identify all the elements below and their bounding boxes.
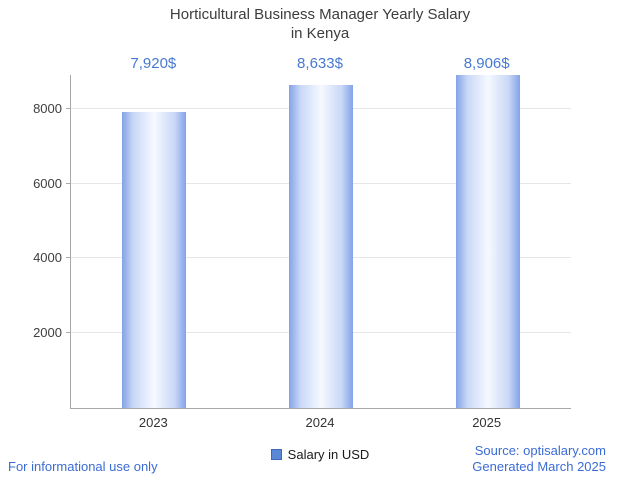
- y-axis-tickmark: [66, 257, 71, 259]
- legend-label: Salary in USD: [287, 447, 370, 462]
- bar-value-label: 8,633$: [297, 55, 343, 72]
- x-axis-label: 2025: [472, 415, 502, 430]
- x-axis-label: 2024: [305, 415, 335, 430]
- bar-2025: [455, 75, 520, 408]
- y-axis-label: 4000: [33, 250, 62, 266]
- chart-title: Horticultural Business Manager Yearly Sa…: [0, 6, 640, 44]
- legend: Salary in USD: [0, 447, 640, 462]
- x-axis-labels: 2023 2024 2025: [70, 415, 570, 433]
- source-block: Source: optisalary.com Generated March 2…: [472, 443, 606, 476]
- y-axis-tickmark: [66, 332, 71, 334]
- source-link[interactable]: Source: optisalary.com: [474, 443, 606, 458]
- chart-title-line2: in Kenya: [290, 24, 350, 42]
- bar-2024: [289, 85, 353, 408]
- y-axis-tickmark: [66, 182, 71, 184]
- legend-marker-square: [270, 449, 282, 460]
- plot-area: [66, 75, 571, 409]
- generated-date: Generated March 2025: [472, 459, 606, 475]
- bar-value-label: 8,906$: [463, 55, 510, 72]
- x-axis-label: 2023: [138, 415, 168, 430]
- y-axis-label: 6000: [33, 175, 62, 191]
- y-axis-tickmark: [66, 107, 71, 109]
- y-axis-label: 2000: [33, 325, 62, 341]
- bar-2023: [122, 111, 187, 408]
- bar-value-label: 7,920$: [130, 55, 177, 72]
- disclaimer-text: For informational use only: [8, 459, 158, 474]
- chart-title-line1: Horticultural Business Manager Yearly Sa…: [169, 6, 471, 23]
- y-axis-label: 8000: [33, 100, 62, 116]
- bar-value-labels-row: 7,920$ 8,633$ 8,906$: [70, 55, 570, 75]
